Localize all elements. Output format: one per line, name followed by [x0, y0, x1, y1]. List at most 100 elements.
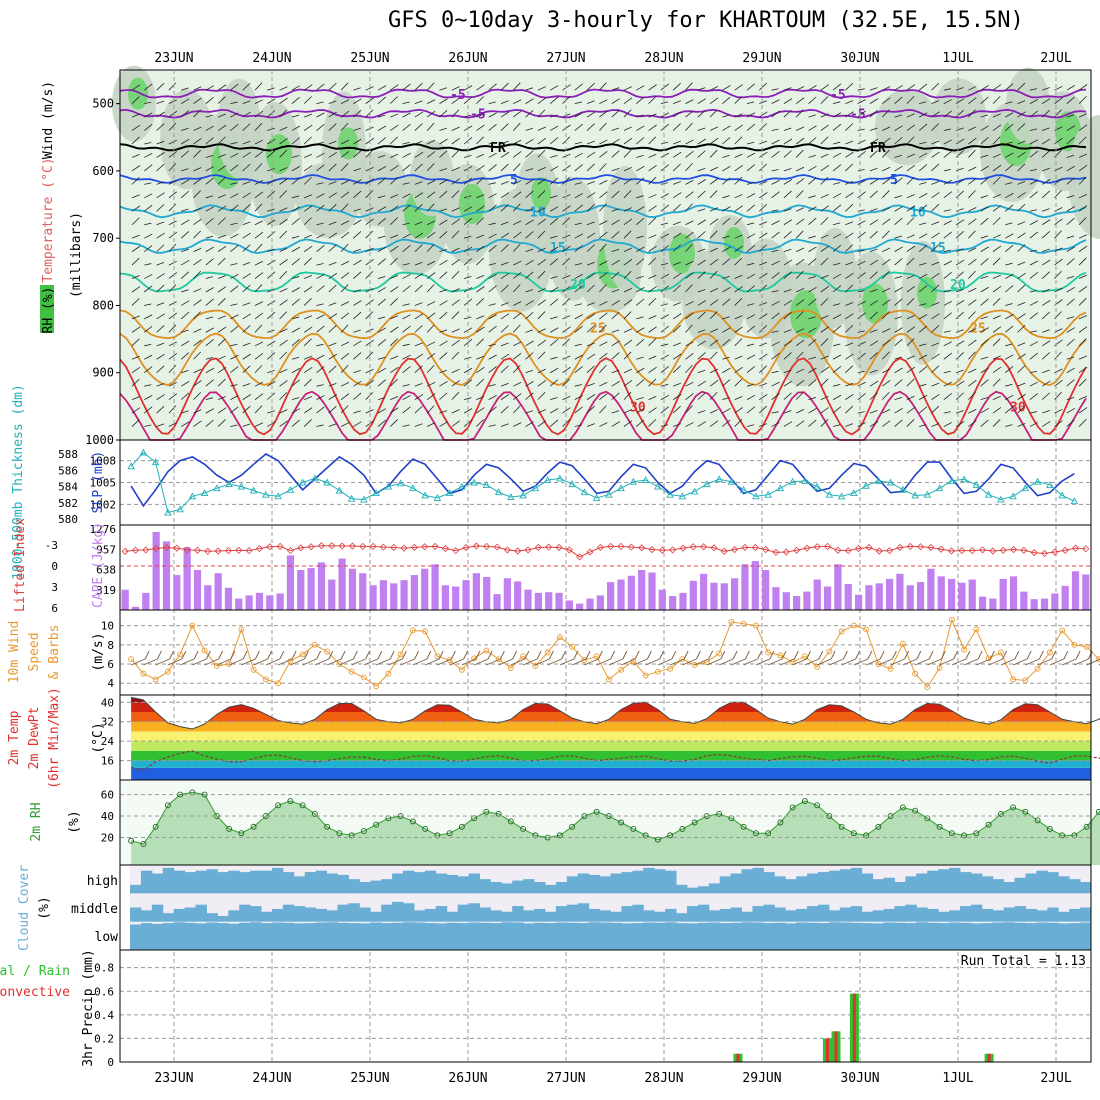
wind-barb: [943, 272, 952, 279]
li-marker: [493, 543, 501, 551]
rh-marker: [912, 807, 919, 814]
wind-barb: [648, 338, 657, 347]
wind-barb: [217, 257, 226, 266]
wind-barb: [833, 182, 841, 185]
wind-barb: [574, 123, 583, 131]
wind-barb: [611, 127, 620, 131]
wind-barb: [894, 286, 903, 293]
wind-barb: [919, 193, 928, 199]
wind-barb: [402, 222, 410, 226]
wind-barb: [697, 248, 706, 253]
wind-barb: [439, 150, 448, 158]
wind-barb: [426, 243, 435, 252]
wind-barb: [660, 204, 669, 212]
thickness-marker: [507, 493, 515, 501]
wind-barb: [918, 285, 928, 293]
wind-barb: [955, 231, 964, 239]
pressure-tick-label: 800: [92, 298, 114, 312]
wind-barb: [144, 101, 152, 105]
wind-speed-marker: [740, 620, 747, 627]
rh-marker: [1083, 823, 1090, 830]
wind-barb: [291, 327, 301, 333]
surface-wind-barb: [351, 658, 366, 666]
wind-barb: [500, 232, 510, 239]
wind-barb: [845, 313, 854, 320]
wind-barb: [402, 112, 411, 118]
surface-wind-barb: [988, 658, 1003, 666]
wind-barb: [746, 343, 755, 347]
surface-wind-barb: [1051, 650, 1057, 660]
rh-marker: [1034, 817, 1041, 824]
wind-speed-marker: [483, 647, 490, 654]
cloud-cell: [588, 874, 601, 894]
wind-barb: [353, 248, 361, 253]
wind-barb: [685, 393, 694, 400]
cloud-cell: [348, 879, 360, 894]
cloud-cell: [839, 869, 852, 894]
wind-barb: [1005, 233, 1014, 239]
wind-barb: [316, 245, 325, 252]
surface-wind-barb: [1049, 658, 1065, 666]
wind-barb: [303, 326, 313, 333]
wind-barb: [1029, 88, 1037, 91]
thickness-marker: [384, 482, 393, 490]
surface-wind-barb: [424, 658, 440, 666]
li-marker: [627, 543, 635, 551]
wind-barb: [586, 302, 595, 306]
li-marker: [245, 547, 253, 555]
wind-barb: [672, 192, 682, 199]
wind-barb: [611, 138, 620, 145]
surface-wind-barb: [1087, 650, 1093, 660]
li-marker: [266, 543, 274, 551]
cape-bar: [204, 585, 212, 610]
wind-barb: [131, 298, 140, 306]
cape-bar: [896, 573, 904, 610]
wind-barb: [439, 289, 448, 293]
wind-barb: [427, 139, 436, 145]
wind-barb: [869, 410, 878, 414]
wind-barb: [722, 96, 731, 104]
wind-barb: [586, 82, 595, 91]
wind-barb: [267, 369, 275, 374]
wind-barb: [180, 138, 190, 145]
wind-barb: [599, 110, 608, 118]
wind-barb: [230, 112, 239, 118]
wind-barb: [353, 150, 362, 158]
rh-high-area: [266, 134, 292, 175]
wind-barb: [992, 136, 1001, 145]
wind-barb: [1066, 195, 1075, 199]
wind-barb: [968, 109, 976, 118]
cloud-cell: [938, 923, 950, 950]
wind-barb: [857, 381, 866, 387]
surface-wind-barb: [792, 658, 807, 666]
cape-bar: [555, 592, 563, 610]
wind-barb: [636, 165, 645, 172]
cloud-cell: [970, 873, 983, 894]
wind-barb: [795, 190, 804, 199]
wind-barb: [513, 272, 522, 279]
wind-barb: [550, 154, 558, 158]
cloud-cell: [250, 922, 262, 950]
wind-barb: [549, 258, 559, 266]
precip-tick-label: 0.2: [94, 1032, 114, 1045]
wind-barb: [992, 234, 1001, 239]
wind-barb: [168, 163, 177, 172]
wind-barb: [808, 338, 817, 347]
wind-barb: [746, 83, 756, 91]
wind-barb: [451, 247, 460, 253]
cloud-cell: [610, 873, 622, 894]
date-label-top: 26JUN: [448, 51, 487, 66]
wind-barb: [759, 140, 768, 145]
wind-barb: [1029, 231, 1039, 239]
wind-barb: [390, 315, 399, 320]
wind-barb: [193, 86, 202, 91]
wind-barb: [316, 182, 324, 185]
wind-barb: [574, 424, 582, 427]
wind-barb: [771, 352, 780, 360]
wind-barb: [734, 136, 743, 145]
wind-barb: [771, 128, 779, 131]
wind-barb: [672, 163, 681, 172]
wind-barb: [894, 114, 903, 118]
li-marker: [235, 546, 243, 554]
wind-barb: [980, 396, 989, 401]
